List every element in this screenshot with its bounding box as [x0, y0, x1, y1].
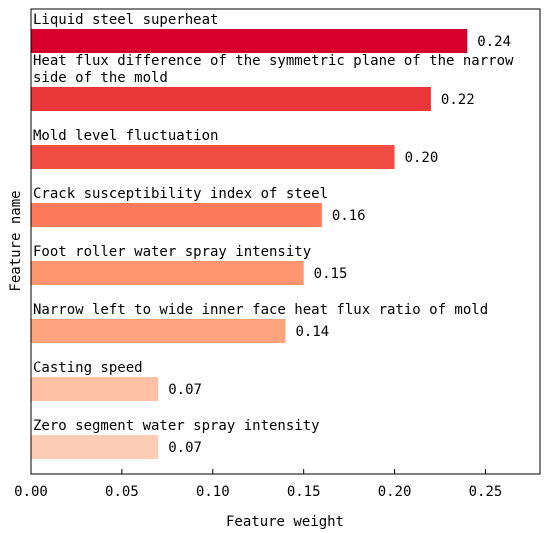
bar-value-label: 0.16 [332, 208, 366, 224]
bar-value-label: 0.24 [477, 34, 511, 50]
bar-feature-label: Heat flux difference of the symmetric pl… [33, 53, 514, 69]
bars-layer [31, 29, 468, 459]
bar-value-label: 0.07 [168, 382, 202, 398]
x-tick-label: 0.20 [378, 484, 412, 500]
y-axis-label: Feature name [8, 190, 24, 291]
bar [31, 261, 304, 285]
bar [31, 87, 431, 111]
bar [31, 435, 159, 459]
bar-feature-label: Casting speed [33, 360, 143, 376]
x-axis-label: Feature weight [226, 514, 344, 530]
bar [31, 203, 322, 227]
plot-frame [30, 8, 541, 475]
bar-feature-label: Foot roller water spray intensity [33, 244, 311, 260]
bar-value-label: 0.22 [441, 92, 475, 108]
bar-feature-label: Zero segment water spray intensity [33, 418, 320, 434]
bar [31, 145, 395, 169]
bar-value-label: 0.20 [405, 150, 439, 166]
bar-value-label: 0.15 [314, 266, 348, 282]
x-tick-label: 0.15 [287, 484, 321, 500]
bar [31, 29, 468, 53]
bar [31, 319, 286, 343]
x-tick-label: 0.25 [469, 484, 503, 500]
x-ticks: 0.00 0.05 0.10 0.15 0.20 0.25 [14, 469, 502, 500]
bar-feature-label: side of the mold [33, 70, 168, 86]
bar-feature-label: Crack susceptibility index of steel [33, 186, 328, 202]
bar-feature-label: Mold level fluctuation [33, 128, 218, 144]
bar-value-label: 0.07 [168, 440, 202, 456]
bar-value-label: 0.14 [296, 324, 330, 340]
x-tick-label: 0.10 [196, 484, 230, 500]
bar-feature-label: Liquid steel superheat [33, 12, 218, 28]
bar [31, 377, 159, 401]
x-tick-label: 0.00 [14, 484, 48, 500]
x-tick-label: 0.05 [105, 484, 139, 500]
axes [30, 8, 541, 475]
bar-labels-layer: Liquid steel superheat 0.24 Heat flux diff… [33, 12, 514, 456]
bar-feature-label: Narrow left to wide inner face heat flux… [33, 302, 488, 318]
